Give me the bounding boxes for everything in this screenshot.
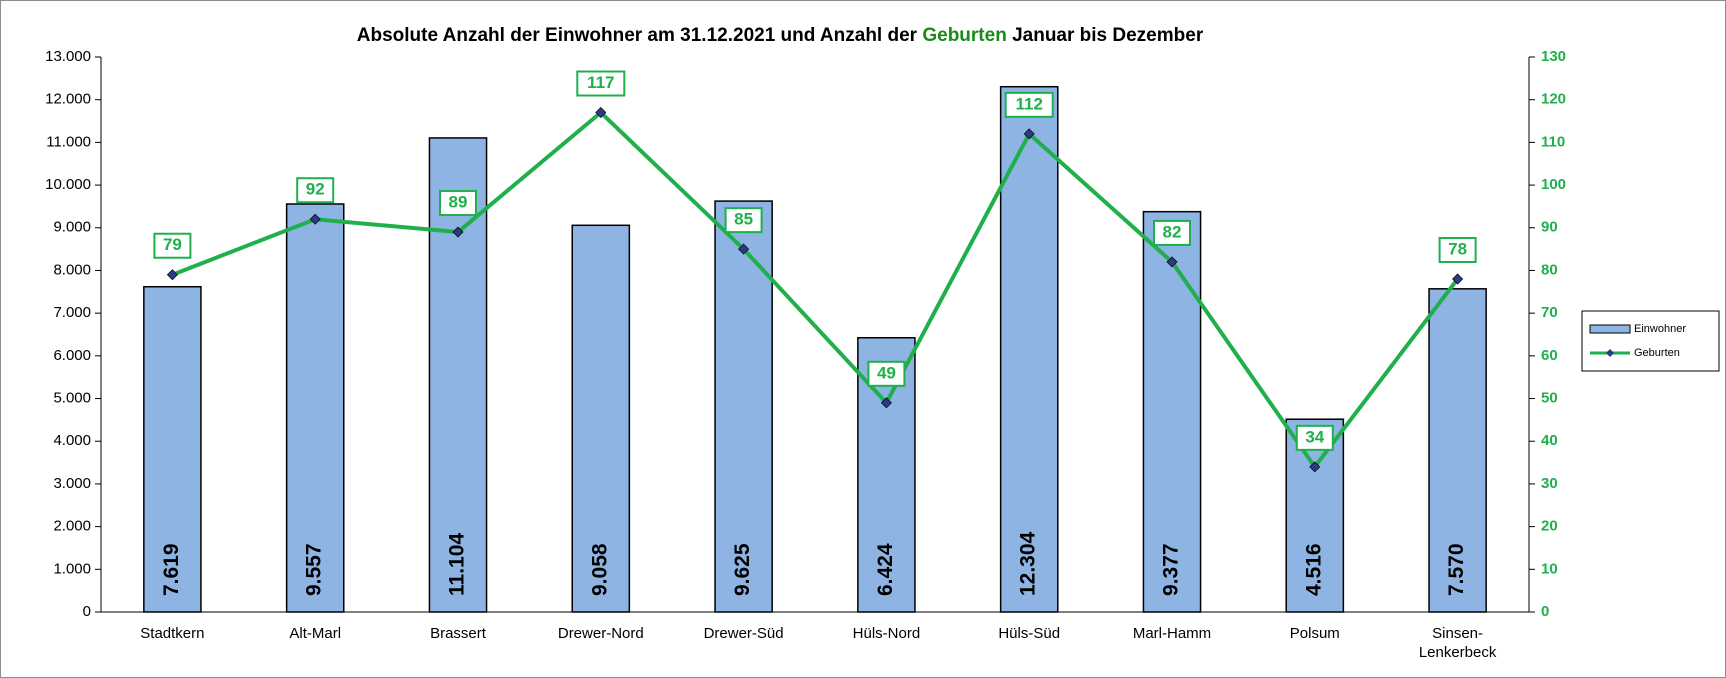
data-label: 85	[734, 210, 753, 229]
x-tick-label: Hüls-Nord	[853, 625, 921, 642]
legend-swatch	[1589, 324, 1631, 334]
data-label-box	[296, 177, 335, 204]
bar-value-label: 9.377	[1160, 543, 1183, 596]
x-tick-label: Hüls-Süd	[998, 625, 1060, 642]
marker	[166, 269, 178, 281]
y2-tick-label: 110	[1541, 133, 1565, 150]
y-tick-label: 4.000	[53, 432, 91, 449]
x-tick-label: Stadtkern	[140, 625, 204, 642]
bar-value-label: 7.619	[160, 543, 183, 596]
legend-label: Einwohner	[1634, 323, 1686, 335]
data-label-box	[1004, 91, 1054, 118]
x-tick-label: Brassert	[430, 625, 487, 642]
marker	[880, 397, 892, 409]
x-tick-label-line: Sinsen-	[1432, 625, 1483, 642]
bar-value-label: 4.516	[1302, 543, 1325, 596]
y-tick-label: 10.000	[45, 176, 91, 193]
data-label: 78	[1448, 239, 1467, 258]
x-tick-label: Marl-Hamm	[1133, 625, 1211, 642]
y2-tick-label: 40	[1541, 432, 1558, 449]
data-label-box	[867, 360, 906, 387]
data-label: 34	[1305, 427, 1324, 446]
y-tick-label: 12.000	[45, 91, 91, 108]
marker	[309, 213, 321, 225]
y-tick-label: 9.000	[53, 219, 91, 236]
bar-value-label: 7.570	[1445, 543, 1468, 596]
y2-tick-label: 0	[1541, 603, 1549, 620]
y-tick-label: 11.000	[46, 133, 91, 150]
y2-tick-label: 90	[1541, 219, 1558, 236]
x-tick-label: Sinsen- Lenkerbeck	[1419, 625, 1497, 661]
bar	[1142, 210, 1202, 613]
data-label-box	[1153, 219, 1191, 246]
marker	[595, 106, 607, 119]
x-tick-label: Polsum	[1290, 625, 1340, 642]
bar	[1285, 418, 1345, 613]
x-tick-label: Drewer-Süd	[704, 625, 784, 642]
data-label: 117	[587, 73, 614, 92]
legend-label: Geburten	[1634, 347, 1680, 359]
y2-tick-label: 70	[1541, 304, 1558, 321]
data-label-box	[576, 70, 626, 97]
y2-tick-label: 100	[1541, 176, 1566, 193]
y-tick-label: 6.000	[53, 347, 91, 364]
data-label: 112	[1015, 94, 1042, 113]
data-label-box	[439, 190, 477, 217]
y-tick-label: 5.000	[53, 390, 91, 407]
bar-value-label: 6.424	[874, 543, 897, 596]
title-part: Januar bis Dezember	[1012, 25, 1204, 46]
bar	[571, 224, 631, 613]
y2-tick-label: 30	[1541, 475, 1558, 492]
title-part: Geburten	[922, 25, 1006, 46]
data-label-box	[153, 232, 192, 259]
marker	[1166, 256, 1178, 268]
y2-tick-label: 60	[1541, 347, 1558, 364]
marker	[1452, 273, 1464, 285]
y2-tick-label: 50	[1541, 390, 1558, 407]
data-label: 49	[877, 363, 896, 382]
data-label-box	[1295, 424, 1334, 451]
legend-box	[1581, 310, 1720, 372]
y-tick-label: 7.000	[53, 304, 91, 321]
bar-value-label: 12.304	[1017, 531, 1040, 596]
x-tick-label: Alt-Marl	[289, 625, 341, 642]
marker	[1023, 128, 1035, 140]
data-label: 79	[163, 235, 182, 254]
y-tick-label: 1.000	[53, 560, 91, 577]
data-label: 89	[449, 193, 468, 212]
y2-tick-label: 20	[1541, 518, 1558, 535]
marker	[452, 226, 464, 238]
y-tick-label: 13.000	[45, 48, 91, 65]
data-label: 92	[306, 180, 325, 199]
y-tick-label: 0	[83, 603, 91, 620]
data-label-box	[724, 207, 763, 234]
y-tick-label: 8.000	[53, 261, 91, 278]
bar-value-label: 9.625	[731, 543, 754, 596]
bar	[999, 85, 1059, 613]
chart-title: Absolute Anzahl der Einwohner am 31.12.2…	[357, 25, 1204, 46]
y2-tick-label: 80	[1541, 261, 1558, 278]
marker	[738, 243, 750, 255]
y2-tick-label: 120	[1541, 91, 1566, 108]
line	[171, 109, 1460, 471]
bar-value-label: 9.557	[303, 543, 326, 596]
data-label: 82	[1163, 222, 1182, 241]
title-part: Absolute Anzahl der Einwohner am 31.12.2…	[357, 25, 918, 46]
x-tick-label-line: Lenkerbeck	[1419, 644, 1497, 661]
legend-marker	[1606, 349, 1614, 357]
y2-tick-label: 130	[1541, 48, 1566, 65]
y-tick-label: 3.000	[53, 475, 91, 492]
bar-value-label: 11.104	[446, 533, 469, 596]
marker	[1309, 461, 1321, 473]
bar-value-label: 9.058	[588, 543, 611, 596]
bar	[1428, 288, 1487, 613]
y2-tick-label: 10	[1541, 560, 1558, 577]
x-tick-label: Drewer-Nord	[558, 625, 644, 642]
y-tick-label: 2.000	[53, 518, 91, 535]
data-label-box	[1438, 237, 1477, 263]
